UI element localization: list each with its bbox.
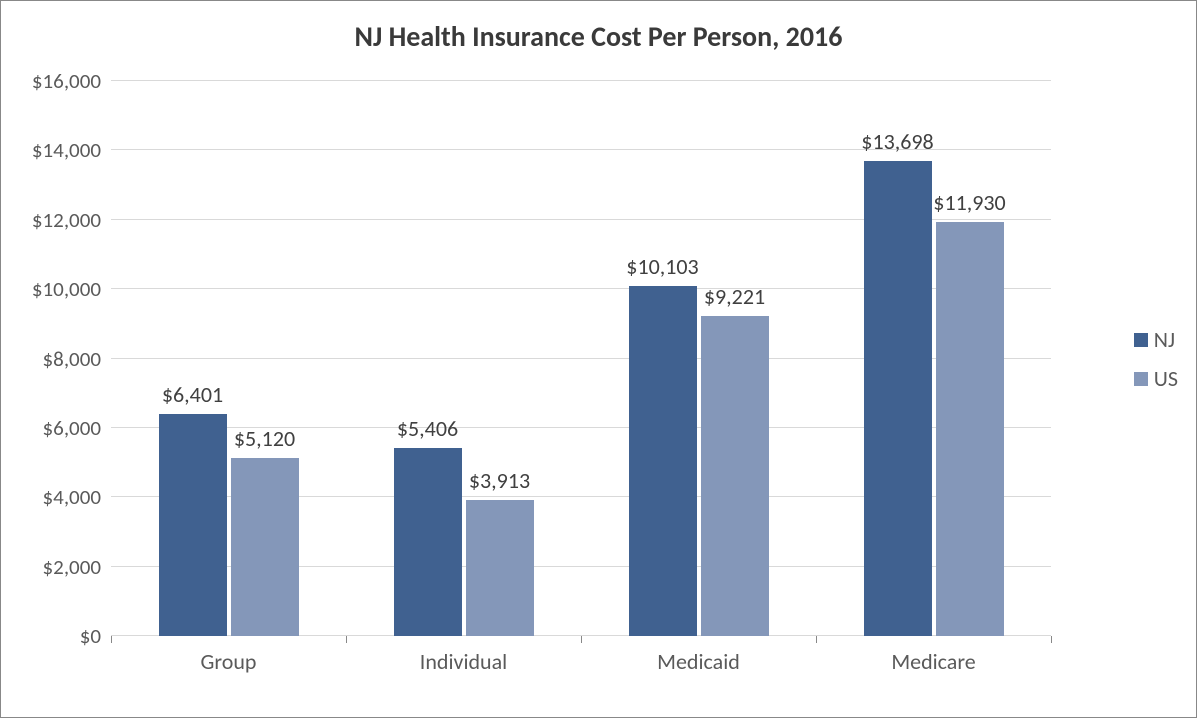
legend: NJ US <box>1134 314 1178 404</box>
chart-container: NJ Health Insurance Cost Per Person, 201… <box>0 0 1197 718</box>
y-tick-label: $6,000 <box>1 415 101 441</box>
y-tick-label: $0 <box>1 623 101 649</box>
bar-us-group: $5,120 <box>231 458 299 636</box>
bar-value-label: $10,103 <box>626 253 698 280</box>
x-tick-mark <box>1051 636 1052 643</box>
x-tick-label: Medicaid <box>657 648 740 675</box>
legend-item-us: US <box>1134 365 1178 392</box>
legend-item-nj: NJ <box>1134 326 1178 353</box>
x-tick-mark <box>111 636 112 643</box>
x-tick-mark <box>346 636 347 643</box>
legend-swatch <box>1134 372 1148 386</box>
bar-value-label: $9,221 <box>704 283 765 310</box>
y-tick-label: $4,000 <box>1 484 101 510</box>
x-tick-mark <box>581 636 582 643</box>
bar-value-label: $5,406 <box>397 415 458 442</box>
legend-label: US <box>1154 365 1178 392</box>
bar-value-label: $3,913 <box>469 467 530 494</box>
bar-us-medicare: $11,930 <box>936 222 1004 636</box>
bar-nj-medicaid: $10,103 <box>629 286 697 636</box>
y-tick-label: $14,000 <box>1 137 101 163</box>
gridline <box>111 80 1051 81</box>
bar-nj-medicare: $13,698 <box>864 161 932 636</box>
bar-nj-individual: $5,406 <box>394 448 462 636</box>
y-tick-label: $2,000 <box>1 554 101 580</box>
bar-us-medicaid: $9,221 <box>701 316 769 636</box>
y-tick-label: $16,000 <box>1 68 101 94</box>
bar-value-label: $13,698 <box>861 128 933 155</box>
plot-area: $0$2,000$4,000$6,000$8,000$10,000$12,000… <box>111 81 1051 636</box>
legend-label: NJ <box>1154 326 1175 353</box>
x-tick-label: Group <box>201 648 257 675</box>
bar-nj-group: $6,401 <box>159 414 227 636</box>
y-tick-label: $12,000 <box>1 207 101 233</box>
y-tick-label: $10,000 <box>1 276 101 302</box>
chart-title: NJ Health Insurance Cost Per Person, 201… <box>1 1 1196 54</box>
x-tick-label: Medicare <box>891 648 975 675</box>
legend-swatch <box>1134 333 1148 347</box>
y-tick-label: $8,000 <box>1 346 101 372</box>
x-tick-label: Individual <box>420 648 507 675</box>
bar-value-label: $5,120 <box>234 425 295 452</box>
bar-us-individual: $3,913 <box>466 500 534 636</box>
bar-value-label: $6,401 <box>162 381 223 408</box>
bar-value-label: $11,930 <box>933 189 1005 216</box>
x-tick-mark <box>816 636 817 643</box>
